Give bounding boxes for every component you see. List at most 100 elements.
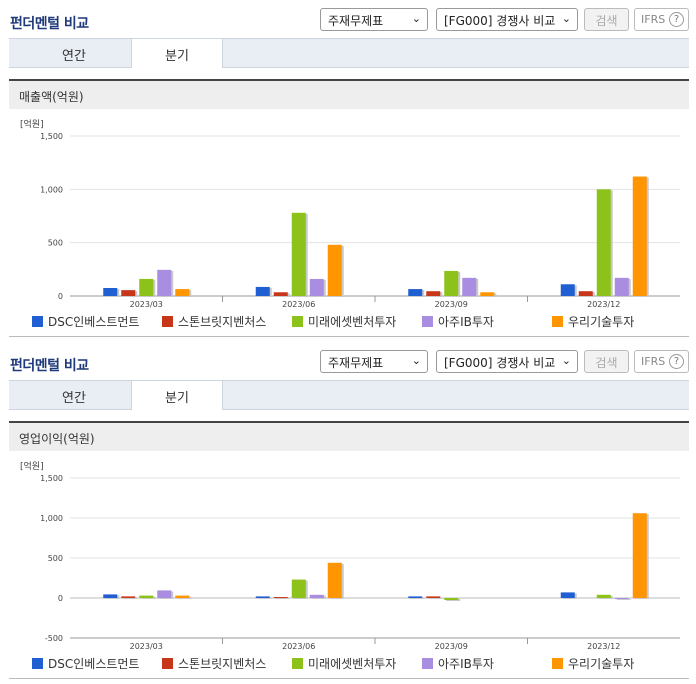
y-tick-label: 0 <box>58 594 63 603</box>
bar <box>444 270 459 296</box>
chart-title: 영업이익(억원) <box>9 421 689 451</box>
bar <box>273 597 288 599</box>
x-tick-label: 2023/03 <box>130 300 163 309</box>
chevron-down-icon: ⌄ <box>411 354 421 367</box>
legend-swatch <box>162 316 173 327</box>
help-icon: ? <box>669 12 684 27</box>
bar <box>139 278 154 296</box>
bar <box>273 292 288 296</box>
ifrs-help-button[interactable]: IFRS ? <box>634 350 689 373</box>
bar <box>632 513 647 598</box>
legend-label: 우리기술투자 <box>568 315 635 329</box>
legend-label: 미래에셋벤처투자 <box>308 315 397 329</box>
legend-swatch <box>292 316 303 327</box>
tab-quarterly[interactable]: 분기 <box>131 380 223 410</box>
y-tick-label: 1,500 <box>40 474 63 483</box>
compare-select[interactable]: [FG000] 경쟁사 비교 ⌄ <box>436 8 578 31</box>
panel-title: 펀더멘털 비교 <box>10 16 89 32</box>
statement-select[interactable]: 주재무제표 ⌄ <box>320 8 428 31</box>
chart-legend: DSC인베스트먼트 스톤브릿지벤처스 미래에셋벤처투자 아주IB투자 우리기술투자 <box>32 655 692 671</box>
period-tabs: 연간 분기 <box>9 38 689 68</box>
search-button[interactable]: 검색 <box>584 8 629 31</box>
compare-select[interactable]: [FG000] 경쟁사 비교 ⌄ <box>436 350 578 373</box>
bar <box>327 244 342 296</box>
legend-item[interactable]: 미래에셋벤처투자 <box>292 313 396 330</box>
legend-label: DSC인베스트먼트 <box>48 315 140 329</box>
x-tick-label: 2023/12 <box>587 300 620 309</box>
bar <box>255 286 270 296</box>
bar <box>614 598 629 599</box>
bar <box>632 176 647 296</box>
bar <box>578 291 593 296</box>
y-tick-label: -500 <box>45 634 63 643</box>
y-tick-label: 1,000 <box>40 185 63 194</box>
legend-item[interactable]: 미래에셋벤처투자 <box>292 655 396 672</box>
tab-annual[interactable]: 연간 <box>62 49 86 64</box>
y-unit-label: [억원] <box>20 120 44 130</box>
bar <box>327 562 342 598</box>
ifrs-help-button[interactable]: IFRS ? <box>634 8 689 31</box>
legend-item[interactable]: 스톤브릿지벤처스 <box>162 313 266 330</box>
bar <box>560 592 575 598</box>
legend-swatch <box>552 658 563 669</box>
y-unit-label: [억원] <box>20 462 44 472</box>
legend-label: 아주IB투자 <box>438 315 494 329</box>
x-tick-label: 2023/06 <box>282 300 315 309</box>
statement-select[interactable]: 주재무제표 ⌄ <box>320 350 428 373</box>
bar <box>157 269 172 296</box>
ifrs-label: IFRS <box>641 355 666 368</box>
bar <box>291 579 306 598</box>
legend-item[interactable]: 우리기술투자 <box>552 313 634 330</box>
revenue-chart: 0 500 1,000 1,500 2023/03 2023/06 2023/09 2023/… <box>40 132 680 309</box>
legend-swatch <box>422 316 433 327</box>
divider <box>9 678 689 679</box>
legend-item[interactable]: 아주IB투자 <box>422 313 494 330</box>
y-tick-label: 500 <box>48 239 63 248</box>
period-tabs: 연간 분기 <box>9 380 689 410</box>
legend-swatch <box>552 316 563 327</box>
bar <box>444 598 459 600</box>
bar <box>121 596 136 598</box>
tab-quarterly[interactable]: 분기 <box>131 38 223 68</box>
help-icon: ? <box>669 354 684 369</box>
tab-annual[interactable]: 연간 <box>62 391 86 406</box>
bar <box>426 291 441 296</box>
chevron-down-icon: ⌄ <box>561 12 571 25</box>
chevron-down-icon: ⌄ <box>561 354 571 367</box>
legend-item[interactable]: DSC인베스트먼트 <box>32 655 139 672</box>
panel-title: 펀더멘털 비교 <box>10 358 89 374</box>
fundamental-panel-operating-profit: 펀더멘털 비교 주재무제표 ⌄ [FG000] 경쟁사 비교 ⌄ 검색 IFRS… <box>0 342 696 684</box>
legend-label: 우리기술투자 <box>568 657 635 671</box>
legend-item[interactable]: DSC인베스트먼트 <box>32 313 139 330</box>
bar-shadow <box>257 597 272 599</box>
bar <box>596 594 611 598</box>
fundamental-panel-revenue: 펀더멘털 비교 주재무제표 ⌄ [FG000] 경쟁사 비교 ⌄ 검색 IFRS… <box>9 8 692 337</box>
bar <box>103 288 118 296</box>
y-tick-label: 1,500 <box>40 132 63 141</box>
operating-profit-chart: -500 0 500 1,000 1,500 2023/03 2023/06 2023/09 2… <box>40 474 680 651</box>
bar <box>309 594 324 598</box>
y-tick-label: 1,000 <box>40 514 63 523</box>
legend-item[interactable]: 스톤브릿지벤처스 <box>162 655 266 672</box>
ifrs-label: IFRS <box>641 13 666 26</box>
search-button[interactable]: 검색 <box>584 350 629 373</box>
chart-legend: DSC인베스트먼트 스톤브릿지벤처스 미래에셋벤처투자 아주IB투자 우리기술투자 <box>32 313 692 329</box>
chevron-down-icon: ⌄ <box>411 12 421 25</box>
bar <box>255 596 270 598</box>
bar <box>139 595 154 598</box>
bar <box>560 284 575 296</box>
bar-shadow <box>616 599 631 600</box>
bar <box>121 290 136 296</box>
bar <box>291 212 306 296</box>
legend-item[interactable]: 우리기술투자 <box>552 655 634 672</box>
statement-select-value: 주재무제표 <box>328 14 384 28</box>
legend-swatch <box>162 658 173 669</box>
legend-swatch <box>422 658 433 669</box>
x-tick-label: 2023/09 <box>435 642 468 651</box>
legend-item[interactable]: 아주IB투자 <box>422 655 494 672</box>
statement-select-value: 주재무제표 <box>328 356 384 370</box>
chart-title: 매출액(억원) <box>9 79 689 109</box>
bar <box>103 594 118 598</box>
bar-shadow <box>275 598 290 600</box>
compare-select-value: [FG000] 경쟁사 비교 <box>444 356 556 370</box>
